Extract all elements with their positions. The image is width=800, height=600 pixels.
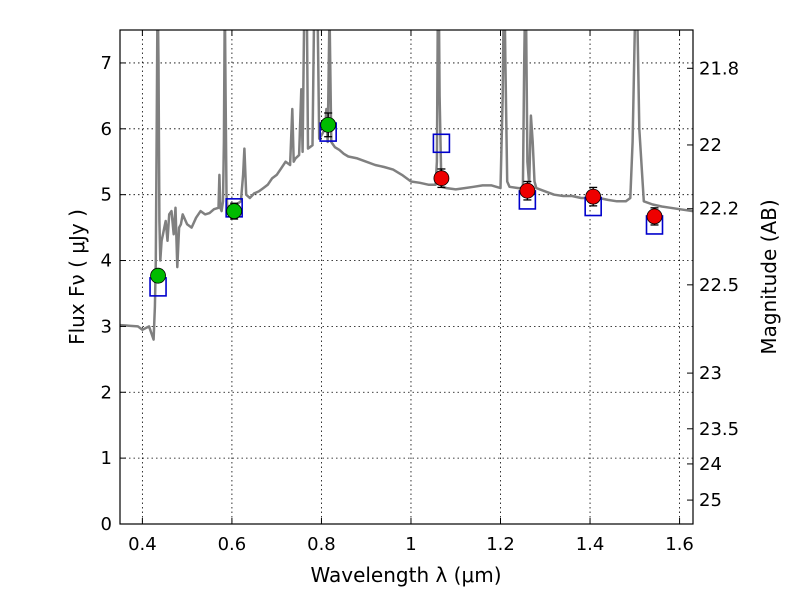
magnitude-axis-label: Magnitude (AB): [757, 199, 781, 354]
y-tick-label: 0: [101, 514, 112, 535]
magnitude-tick-label: 23: [699, 363, 722, 384]
magnitude-tick-label: 22.2: [699, 199, 739, 220]
magnitude-tick-label: 22.5: [699, 275, 739, 296]
optical-point: [226, 203, 243, 220]
nir-point: [519, 182, 536, 199]
x-tick-label: 1.2: [486, 534, 515, 555]
optical-point: [320, 116, 337, 133]
y-axis-ticks: 0 1 2 3 4 5 6 7: [101, 53, 126, 535]
x-tick-label: 0.4: [128, 534, 157, 555]
y-tick-label: 2: [101, 382, 112, 403]
y-tick-label: 6: [101, 119, 112, 140]
x-tick-label: 1: [405, 534, 416, 555]
nir-point: [585, 188, 602, 205]
spectrum-line: [120, 30, 693, 341]
y-tick-label: 5: [101, 185, 112, 206]
magnitude-tick-label: 25: [699, 490, 722, 511]
y-tick-label: 3: [101, 316, 112, 337]
plot-frame: [119, 29, 694, 525]
x-tick-label: 0.8: [307, 534, 336, 555]
x-axis-ticks: 0.4 0.6 0.8 1 1.2 1.4 1.6: [128, 30, 694, 555]
magnitude-tick-label: 21.8: [699, 58, 739, 79]
y-tick-label: 1: [101, 448, 112, 469]
magnitude-tick-label: 23.5: [699, 419, 739, 440]
x-tick-label: 0.6: [218, 534, 247, 555]
optical-point: [150, 267, 166, 284]
magnitude-tick-label: 22: [699, 135, 722, 156]
nir-point: [646, 208, 663, 225]
nir-point: [433, 170, 450, 187]
magnitude-tick-label: 24: [699, 454, 722, 475]
model-point: [432, 133, 451, 154]
y-axis-label: Flux Fν ( μJy ): [65, 209, 89, 345]
x-tick-label: 1.4: [576, 534, 605, 555]
magnitude-axis-ticks: 21.8 22 22.2 22.5 23 23.5 24 25: [687, 58, 739, 511]
x-tick-label: 1.6: [665, 534, 694, 555]
nir-photometry: [433, 170, 663, 225]
y-tick-label: 7: [101, 53, 112, 74]
x-axis-label: Wavelength λ (μm): [310, 563, 501, 587]
optical-photometry: [150, 116, 337, 284]
y-tick-label: 4: [101, 251, 112, 272]
